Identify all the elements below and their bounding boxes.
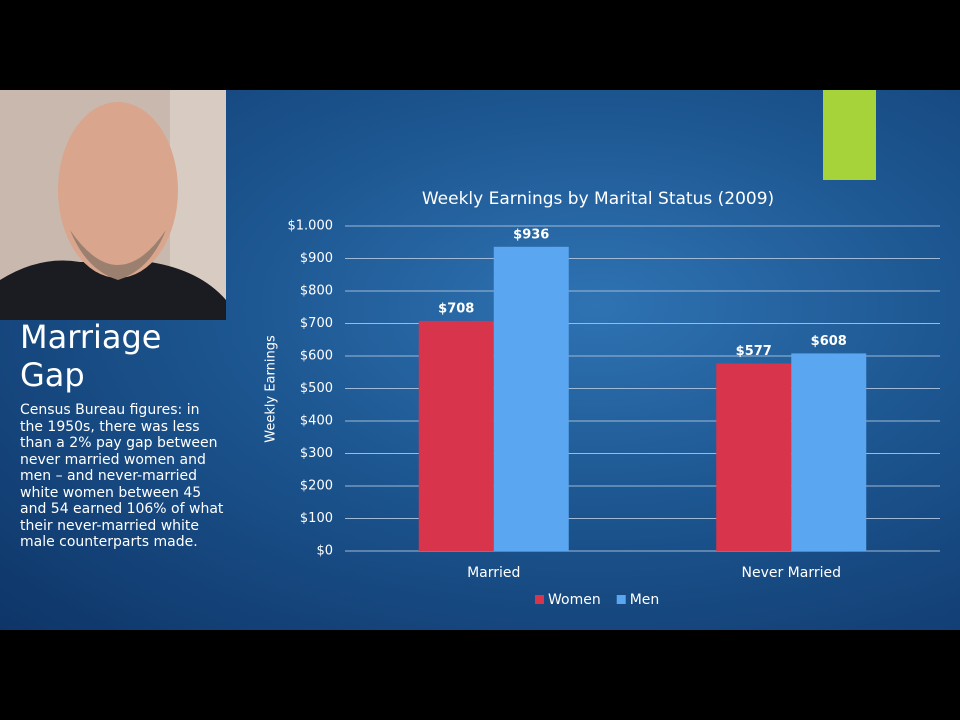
webcam-photo bbox=[0, 90, 226, 320]
y-tick-label: $400 bbox=[300, 414, 333, 429]
y-axis-title: Weekly Earnings bbox=[264, 335, 279, 443]
y-tick-label: $300 bbox=[300, 446, 333, 461]
bar bbox=[716, 363, 792, 551]
legend-label: Men bbox=[630, 592, 660, 608]
slide-title: Marriage Gap bbox=[20, 318, 162, 394]
bar bbox=[418, 320, 494, 551]
slide-body: Census Bureau figures: in the 1950s, the… bbox=[20, 402, 224, 550]
value-label: $708 bbox=[438, 301, 474, 316]
accent-block bbox=[823, 90, 876, 180]
photo-beard bbox=[70, 230, 166, 280]
legend-label: Women bbox=[548, 592, 601, 608]
y-tick-label: $600 bbox=[300, 349, 333, 364]
legend-swatch bbox=[616, 595, 626, 604]
y-tick-label: $900 bbox=[300, 251, 333, 266]
bar bbox=[493, 246, 569, 552]
y-tick-label: $700 bbox=[300, 316, 333, 331]
legend-swatch bbox=[535, 595, 544, 604]
y-tick-label: $200 bbox=[300, 479, 333, 494]
value-label: $577 bbox=[736, 344, 772, 359]
chart-title: Weekly Earnings by Marital Status (2009) bbox=[422, 189, 774, 209]
x-tick-label: Never Married bbox=[741, 565, 841, 581]
y-tick-label: $0 bbox=[316, 544, 333, 559]
y-tick-label: $500 bbox=[300, 381, 333, 396]
photo-shirt bbox=[0, 260, 226, 320]
value-label: $608 bbox=[811, 334, 847, 349]
bar bbox=[791, 353, 867, 551]
value-label: $936 bbox=[513, 227, 549, 242]
y-tick-label: $100 bbox=[300, 511, 333, 526]
y-tick-label: $1.000 bbox=[288, 219, 334, 234]
y-tick-label: $800 bbox=[300, 284, 333, 299]
x-tick-label: Married bbox=[467, 565, 520, 581]
photo-head bbox=[58, 102, 178, 278]
